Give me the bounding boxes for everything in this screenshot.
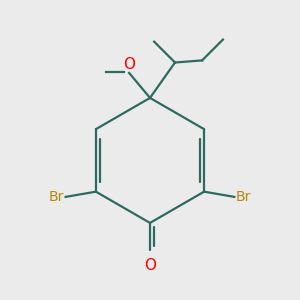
Text: O: O	[144, 258, 156, 273]
Text: Br: Br	[236, 190, 251, 204]
Text: Br: Br	[49, 190, 64, 204]
Text: O: O	[123, 57, 135, 72]
